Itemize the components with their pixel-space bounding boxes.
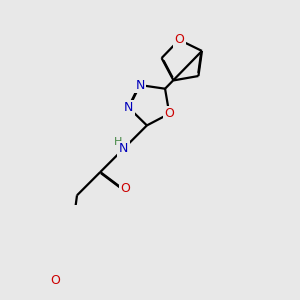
Text: N: N xyxy=(119,142,128,155)
Text: O: O xyxy=(164,107,174,120)
Text: H: H xyxy=(114,137,122,148)
Text: N: N xyxy=(124,101,134,114)
Text: O: O xyxy=(174,33,184,46)
Text: O: O xyxy=(50,274,60,287)
Text: N: N xyxy=(135,79,145,92)
Text: O: O xyxy=(121,182,130,195)
